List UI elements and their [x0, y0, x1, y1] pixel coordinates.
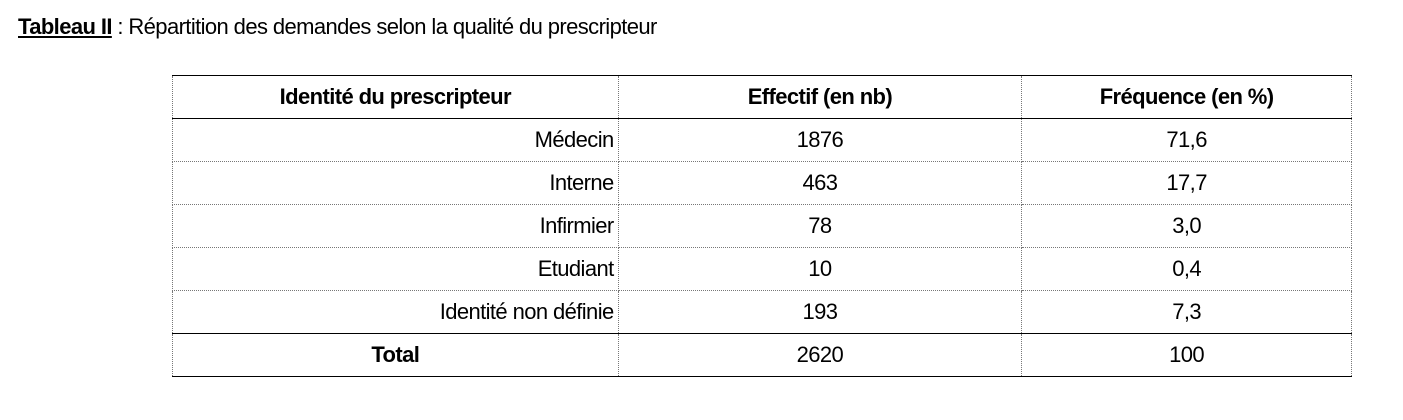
- column-header: Effectif (en nb): [617, 75, 1023, 119]
- column-header: Fréquence (en %): [1021, 75, 1352, 119]
- table-cell: 10: [617, 247, 1023, 291]
- table-cell: 1876: [617, 118, 1023, 162]
- table-cell: Infirmier: [172, 204, 619, 248]
- caption-label: Tableau II: [18, 14, 112, 39]
- table-cell: Identité non définie: [172, 290, 619, 334]
- table-body: Médecin 1876 71,6 Interne 463 17,7 Infirmier 78…: [172, 118, 1352, 377]
- column-header: Identité du prescripteur: [172, 75, 619, 119]
- table-cell: 17,7: [1021, 161, 1352, 205]
- table-row: Identité non définie 193 7,3: [172, 290, 1352, 334]
- table-cell: Médecin: [172, 118, 619, 162]
- table-cell: 7,3: [1021, 290, 1352, 334]
- table-row: Interne 463 17,7: [172, 161, 1352, 205]
- total-row: Total 2620 100: [172, 333, 1352, 377]
- table-cell: 71,6: [1021, 118, 1352, 162]
- table-row: Infirmier 78 3,0: [172, 204, 1352, 248]
- caption: Tableau II : Répartition des demandes se…: [18, 14, 657, 40]
- total-cell: 100: [1021, 333, 1352, 377]
- table-row: Médecin 1876 71,6: [172, 118, 1352, 162]
- caption-text: : Répartition des demandes selon la qual…: [117, 14, 657, 39]
- table-row: Etudiant 10 0,4: [172, 247, 1352, 291]
- table-cell: Etudiant: [172, 247, 619, 291]
- table: Identité du prescripteur Effectif (en nb)…: [172, 75, 1352, 377]
- table-cell: 3,0: [1021, 204, 1352, 248]
- table-cell: 78: [617, 204, 1023, 248]
- header-row: Identité du prescripteur Effectif (en nb)…: [172, 75, 1352, 119]
- table-cell: 463: [617, 161, 1023, 205]
- table-cell: Interne: [172, 161, 619, 205]
- table-cell: 0,4: [1021, 247, 1352, 291]
- total-cell: Total: [172, 333, 619, 377]
- total-cell: 2620: [617, 333, 1023, 377]
- table-cell: 193: [617, 290, 1023, 334]
